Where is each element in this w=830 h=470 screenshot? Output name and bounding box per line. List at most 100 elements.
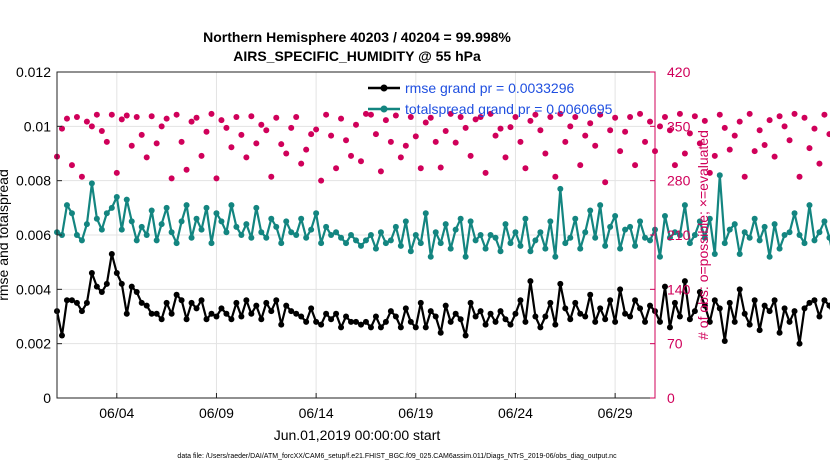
obs-point	[487, 110, 494, 117]
series-totalspread-point	[397, 242, 404, 249]
obs-point	[497, 125, 504, 132]
series-totalspread-point	[427, 253, 434, 260]
series-totalspread-point	[602, 242, 609, 249]
series-totalspread-point	[108, 204, 115, 211]
obs-point	[123, 112, 130, 119]
obs-point	[821, 111, 828, 118]
series-totalspread-point	[542, 245, 549, 252]
series-rmse-point	[746, 321, 753, 328]
x-tick-label: 06/24	[498, 405, 533, 421]
obs-point	[58, 125, 65, 132]
series-rmse-point	[472, 313, 479, 320]
series-totalspread-point	[68, 210, 75, 217]
series-rmse-point	[796, 340, 803, 347]
obs-point	[138, 131, 145, 138]
series-rmse-point	[113, 270, 120, 277]
obs-point	[447, 110, 454, 117]
series-rmse-point	[412, 324, 419, 331]
x-tick-label: 06/14	[299, 405, 334, 421]
obs-point	[203, 128, 210, 135]
series-rmse-point	[88, 270, 95, 277]
obs-point	[552, 173, 559, 180]
obs-point	[357, 158, 364, 165]
series-rmse-point	[751, 297, 758, 304]
series-rmse-point	[298, 313, 305, 320]
series-rmse-point	[422, 324, 429, 331]
series-totalspread-point	[218, 218, 225, 225]
series-totalspread-point	[243, 221, 250, 228]
obs-point	[417, 165, 424, 172]
series-totalspread-point	[597, 202, 604, 209]
obs-point	[477, 114, 484, 121]
series-rmse-point	[786, 318, 793, 325]
series-rmse-point	[542, 313, 549, 320]
series-totalspread-point	[98, 226, 105, 233]
series-totalspread-point	[537, 229, 544, 236]
series-totalspread	[54, 172, 830, 260]
obs-point	[602, 179, 609, 186]
series-totalspread-point	[617, 245, 624, 252]
series-totalspread-point	[412, 232, 419, 238]
obs-point	[442, 127, 449, 134]
series-totalspread-point	[283, 218, 290, 225]
series-rmse-point	[153, 310, 160, 317]
series-rmse-point	[128, 283, 135, 290]
series-totalspread-point	[308, 226, 315, 233]
series-totalspread-point	[811, 237, 818, 244]
series-rmse-point	[671, 299, 678, 306]
series-rmse-point	[313, 318, 320, 325]
series-rmse-point	[771, 297, 778, 304]
series-rmse-point	[377, 324, 384, 331]
series-rmse-point	[706, 318, 713, 325]
series-rmse-point	[507, 321, 514, 328]
obs-point	[73, 114, 80, 121]
series-rmse-point	[417, 299, 424, 306]
obs-point	[796, 173, 803, 180]
series-rmse-point	[323, 310, 330, 317]
obs-point	[647, 118, 654, 125]
series-rmse-point	[801, 305, 808, 312]
obs-point	[293, 114, 300, 121]
series-rmse-point	[437, 329, 444, 336]
series-totalspread-point	[183, 202, 190, 209]
series-totalspread-point	[233, 223, 240, 230]
series-rmse-point	[303, 318, 310, 325]
obs-point	[701, 117, 708, 124]
series-totalspread-point	[522, 215, 529, 222]
series-totalspread-point	[627, 223, 634, 230]
series-obs-count	[54, 110, 830, 186]
series-totalspread-point	[193, 215, 200, 222]
series-totalspread-point	[78, 237, 85, 244]
series-totalspread-point	[592, 234, 599, 241]
series-totalspread-point	[761, 223, 768, 230]
series-totalspread-point	[338, 234, 345, 241]
series-rmse-point	[73, 299, 80, 306]
series-totalspread-point	[377, 229, 384, 236]
series-totalspread-point	[417, 240, 424, 247]
obs-point	[681, 150, 688, 157]
series-rmse-point	[258, 316, 265, 323]
series-rmse-point	[348, 318, 355, 325]
obs-point	[348, 152, 355, 159]
obs-point	[432, 138, 439, 145]
series-totalspread-point	[273, 223, 280, 230]
series-rmse-point	[552, 321, 559, 328]
series-totalspread-point	[343, 240, 350, 247]
series-totalspread-point	[323, 223, 330, 230]
series-totalspread-point	[288, 229, 295, 236]
obs-point	[422, 119, 429, 126]
series-rmse-point	[158, 316, 165, 323]
series-totalspread-point	[801, 240, 808, 247]
series-totalspread-point	[826, 234, 830, 241]
series-totalspread-point	[133, 237, 140, 244]
series-totalspread-point	[148, 207, 155, 214]
series-totalspread-point	[268, 215, 275, 222]
series-rmse-point	[691, 308, 698, 315]
obs-point	[392, 112, 399, 119]
series-totalspread-point	[701, 234, 708, 241]
series-totalspread-point	[278, 240, 285, 247]
series-rmse-point	[392, 313, 399, 320]
obs-point	[218, 117, 225, 124]
obs-point	[173, 111, 180, 118]
series-totalspread-point	[492, 234, 499, 241]
